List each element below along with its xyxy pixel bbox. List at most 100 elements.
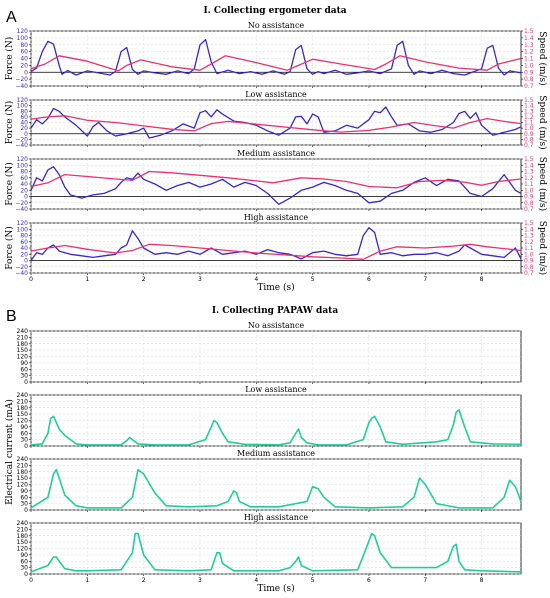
p0s0-series-force [30,38,522,76]
p0s3-ytick-label: −40 [15,270,28,277]
p0s1-ytick-right-label: 1.2 [524,114,534,121]
p0s3-ytick-label: 40 [20,245,28,252]
p0s1-ytick-label: −20 [15,136,28,143]
p1s3-xtick-label: 4 [254,577,258,584]
p1s3-xtick-label: 5 [311,577,315,584]
p1s3-ytick-label: 90 [20,552,28,559]
p0s1-ytick-label: 120 [17,97,29,104]
p1s0-ytick-label: 210 [17,334,29,341]
p0s3-xtick-label: 8 [480,276,484,283]
p1s2-ytick-label: 60 [20,494,28,501]
p0s3-title: High assistance [244,213,309,222]
p0s2-ytick-right-label: 1.0 [524,187,534,194]
p0s2-ytick-right-label: 0.9 [524,194,534,201]
p0s2-ytick-right-label: 1.2 [524,175,534,182]
p1s3-ytick-label: 210 [17,526,29,533]
p0s2-title: Medium assistance [237,149,315,158]
p0s3-ytick-right-label: 1.4 [524,226,534,233]
p1s3-xtick-label: 3 [198,577,202,584]
p0s0-ytick-right-label: 1.0 [524,62,534,69]
p1s0-ytick-label: 90 [20,360,28,367]
p0s1-series-force [30,106,522,139]
p0s0-ytick-label: 80 [20,42,28,49]
p1s1-ytick-label: 0 [24,443,28,450]
p0s3-xtick-label: 2 [142,276,146,283]
p0s0-ylabel-left: Force (N) [4,37,15,81]
p0s1-ytick-right-label: 0.7 [524,142,534,149]
p0s0-ytick-label: 60 [20,49,28,56]
p1s3-xtick-label: 8 [480,577,484,584]
p0s2-ytick-label: 0 [24,194,28,201]
p1-ylabel: Electrical current (mA) [4,399,15,505]
p0s0-ytick-right-label: 0.7 [524,83,534,90]
p1s1-ytick-label: 30 [20,437,28,444]
p0s3-ytick-right-label: 1.5 [524,220,534,227]
plot-layer: No assistance−40−200204060801001200.70.8… [4,21,548,594]
p0s0-ytick-right-label: 1.2 [524,49,534,56]
p0s3-ytick-right-label: 1.0 [524,251,534,258]
p0s1-series-speed [30,115,522,133]
p1s1-ytick-label: 90 [20,424,28,431]
p0s2-ytick-label: −40 [15,206,28,213]
p1s3-series-current [30,532,522,573]
p0s3-ytick-right-label: 1.1 [524,245,534,252]
p1s3-xtick-label: 7 [423,577,427,584]
p1s1-ytick-label: 180 [17,405,29,412]
p0s3-xtick-label: 4 [254,276,258,283]
p0s1-ytick-right-label: 1.3 [524,108,534,115]
p0s1-ytick-label: −40 [15,142,28,149]
p1s3-xtick-label: 1 [85,577,89,584]
p0s2-ytick-label: 100 [17,162,29,169]
p0s1-ytick-right-label: 1.1 [524,120,534,127]
p1s2-ytick-label: 240 [17,456,29,463]
p0s3-series-speed [30,243,522,260]
p1s3-xtick-label: 0 [29,577,33,584]
p1s3-ytick-label: 180 [17,533,29,540]
p1s0-ytick-label: 120 [17,354,29,361]
p0s3-ytick-label: 0 [24,258,28,265]
p1s3-ytick-label: 150 [17,539,29,546]
p0s1-ytick-label: 20 [20,125,28,132]
p1s0-ytick-label: 0 [24,379,28,386]
p0s3-xtick-label: 6 [367,276,371,283]
p1s3-ytick-label: 60 [20,558,28,565]
p1s1-ytick-label: 150 [17,411,29,418]
p0s1-ylabel-right: Speed (m/s) [537,95,548,149]
p0s1-ytick-right-label: 0.8 [524,136,534,143]
p0s3-series-force [30,227,522,261]
p1s3-ytick-label: 120 [17,546,29,553]
p0s3-ytick-label: 80 [20,233,28,240]
p0s0-ytick-label: 120 [17,28,29,35]
p0s2-ylabel-left: Force (N) [4,162,15,206]
p0s3-ytick-right-label: 1.2 [524,239,534,246]
p0s2-series-force [30,166,522,205]
p0s1-ytick-label: 0 [24,131,28,138]
p0s1-ylabel-left: Force (N) [4,101,15,145]
p0s2-ylabel-right: Speed (m/s) [537,157,548,211]
p0s0-ytick-label: −20 [15,76,28,83]
p0s1-ytick-label: 40 [20,120,28,127]
p1s0-ytick-label: 30 [20,373,28,380]
p0s0-ytick-right-label: 1.4 [524,35,534,42]
p1s3-ytick-label: 0 [24,571,28,578]
p1s2-ytick-label: 120 [17,482,29,489]
p1s2-ytick-label: 150 [17,475,29,482]
p1s3-ytick-label: 30 [20,565,28,572]
p1s2-ytick-label: 30 [20,501,28,508]
p1s3-xtick-label: 2 [142,577,146,584]
p1-xlabel: Time (s) [257,583,294,594]
p0s3-xtick-label: 3 [198,276,202,283]
p1s1-series-current [30,409,522,446]
p0s0-ytick-label: 40 [20,56,28,63]
p0s2-ytick-label: 80 [20,169,28,176]
p1s1-ytick-label: 240 [17,392,29,399]
p0s3-ytick-right-label: 0.7 [524,270,534,277]
p0s2-ytick-label: 120 [17,156,29,163]
panel-letter-b: B [6,308,17,325]
p1s2-ytick-label: 0 [24,507,28,514]
p0s2-ytick-right-label: 0.8 [524,200,534,207]
p0s3-ytick-label: −20 [15,264,28,271]
panel-a-title: I. Collecting ergometer data [203,6,346,16]
p0s0-title: No assistance [248,21,305,30]
